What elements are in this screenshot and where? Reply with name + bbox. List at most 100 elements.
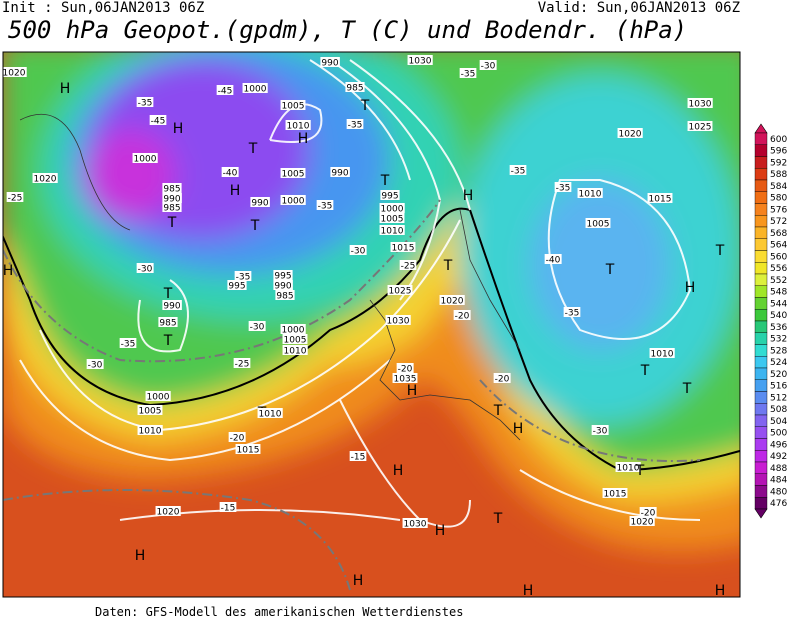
colorbar-label: 488 bbox=[770, 464, 787, 474]
contour-label: -35 bbox=[318, 202, 333, 212]
contour-label: 1005 bbox=[282, 170, 305, 180]
contour-label: 1010 bbox=[651, 350, 674, 360]
colorbar-label: 580 bbox=[770, 194, 787, 204]
contour-label: 1030 bbox=[409, 57, 432, 67]
contour-label: 1010 bbox=[617, 464, 640, 474]
contour-label: 990 bbox=[274, 282, 291, 292]
label-box bbox=[248, 321, 266, 331]
label-box bbox=[349, 245, 367, 255]
low-marker: T bbox=[248, 141, 258, 157]
label-box bbox=[349, 451, 367, 461]
contour-label: 990 bbox=[321, 59, 338, 69]
contour-label: -20 bbox=[495, 375, 510, 385]
low-marker: T bbox=[380, 173, 390, 189]
colorbar-label: 592 bbox=[770, 158, 787, 168]
low-marker: T bbox=[635, 463, 645, 479]
label-box bbox=[155, 506, 181, 516]
label-box bbox=[407, 55, 433, 65]
low-marker: T bbox=[443, 258, 453, 274]
contour-label: 990 bbox=[163, 302, 180, 312]
contour-label: -35 bbox=[511, 167, 526, 177]
label-box bbox=[86, 359, 104, 369]
label-box bbox=[137, 405, 163, 415]
colorbar-cell bbox=[754, 273, 768, 286]
label-box bbox=[158, 317, 178, 327]
label-box bbox=[119, 338, 137, 348]
label-box bbox=[6, 192, 24, 202]
init-time: Init : Sun,06JAN2013 06Z bbox=[2, 0, 204, 16]
colorbar-label: 576 bbox=[770, 205, 787, 215]
label-box bbox=[136, 263, 154, 273]
contour-label: -35 bbox=[121, 340, 136, 350]
contour-label: -30 bbox=[138, 265, 153, 275]
contour-label: 1010 bbox=[287, 122, 310, 132]
contour-label: 1000 bbox=[282, 326, 305, 336]
colorbar-cell bbox=[754, 367, 768, 380]
low-marker: T bbox=[605, 262, 615, 278]
contour-label: -30 bbox=[88, 361, 103, 371]
high-marker: H bbox=[513, 421, 524, 437]
contour-label: 1020 bbox=[631, 518, 654, 528]
label-box bbox=[647, 193, 673, 203]
label-box bbox=[257, 408, 283, 418]
colorbar-label: 564 bbox=[770, 241, 787, 251]
contour-label: 1020 bbox=[34, 175, 57, 185]
label-box bbox=[687, 98, 713, 108]
contour-label: 985 bbox=[163, 185, 180, 195]
high-marker: H bbox=[353, 573, 364, 589]
label-box bbox=[149, 115, 167, 125]
colorbar-label: 552 bbox=[770, 276, 787, 286]
label-box bbox=[459, 68, 477, 78]
label-box bbox=[162, 300, 182, 310]
contour-label: -30 bbox=[351, 247, 366, 257]
label-box bbox=[479, 60, 497, 70]
high-marker: H bbox=[393, 463, 404, 479]
colorbar-cell bbox=[754, 168, 768, 181]
label-box bbox=[162, 183, 182, 193]
colorbar-cell bbox=[754, 191, 768, 204]
low-marker: T bbox=[167, 215, 177, 231]
label-box bbox=[554, 182, 572, 192]
low-marker: T bbox=[682, 381, 692, 397]
label-box bbox=[234, 271, 252, 281]
label-box bbox=[3, 67, 27, 77]
contour-label: -25 bbox=[401, 262, 416, 272]
label-box bbox=[346, 119, 364, 129]
map-frame bbox=[2, 51, 741, 598]
contour-label: 1030 bbox=[689, 100, 712, 110]
colorbar-bottom bbox=[754, 508, 768, 519]
contour-label: 1035 bbox=[394, 375, 417, 385]
label-box bbox=[591, 425, 609, 435]
colorbar-cell bbox=[754, 132, 768, 145]
high-marker: H bbox=[523, 583, 534, 599]
label-box bbox=[280, 168, 306, 178]
contour-label: -15 bbox=[351, 453, 366, 463]
high-marker: H bbox=[135, 548, 146, 564]
colorbar-label: 528 bbox=[770, 346, 787, 356]
label-box bbox=[273, 270, 293, 280]
label-box bbox=[493, 373, 511, 383]
colorbar-cell bbox=[754, 179, 768, 192]
colorbar-cell bbox=[754, 297, 768, 310]
label-box bbox=[145, 391, 171, 401]
colorbar-label: 532 bbox=[770, 335, 787, 345]
colorbar-label: 568 bbox=[770, 229, 787, 239]
contour-label: 1005 bbox=[139, 407, 162, 417]
low-marker: T bbox=[163, 286, 173, 302]
label-box bbox=[399, 260, 417, 270]
high-marker: H bbox=[407, 383, 418, 399]
label-box bbox=[585, 218, 611, 228]
label-box bbox=[233, 358, 251, 368]
colorbar-cell bbox=[754, 497, 768, 510]
contour-label: -25 bbox=[8, 194, 23, 204]
contour-label: -35 bbox=[138, 99, 153, 109]
colorbar-cell bbox=[754, 332, 768, 345]
colorbar-label: 548 bbox=[770, 288, 787, 298]
low-marker: T bbox=[360, 98, 370, 114]
label-box bbox=[228, 432, 246, 442]
label-box bbox=[380, 190, 400, 200]
label-box bbox=[216, 85, 234, 95]
contour-label: 995 bbox=[274, 272, 291, 282]
